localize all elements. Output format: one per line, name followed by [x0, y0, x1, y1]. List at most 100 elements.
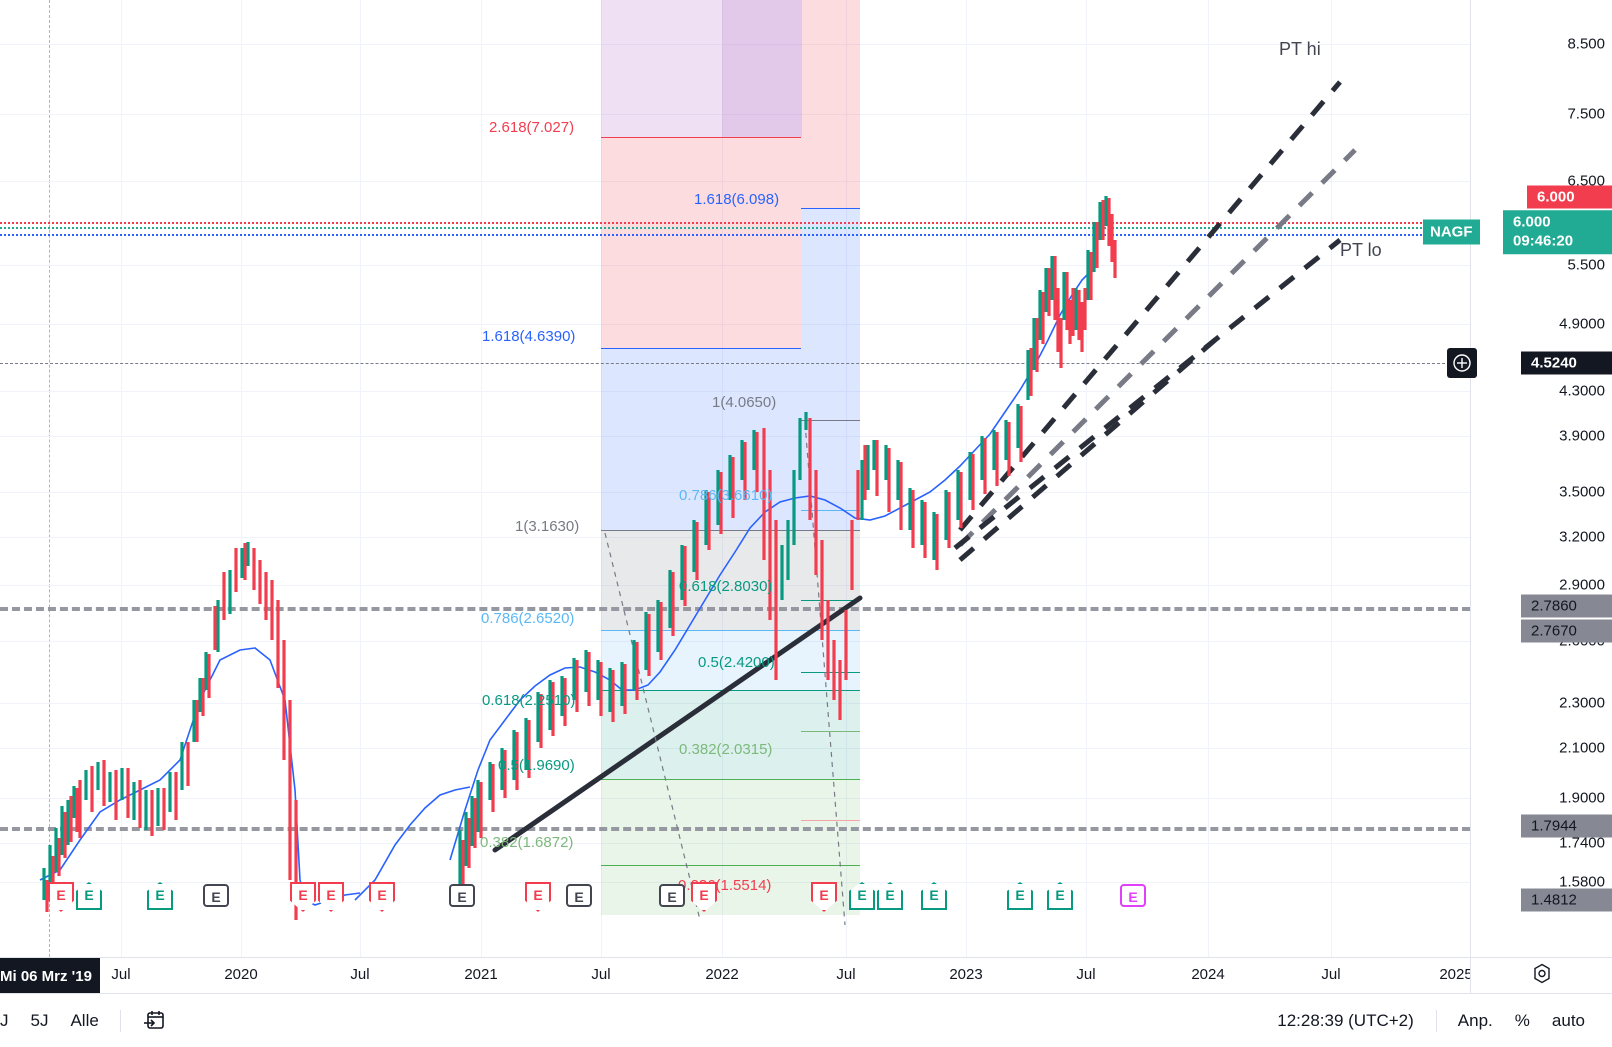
- range-all[interactable]: Alle: [70, 1010, 99, 1030]
- price-tick: 1.5800: [1559, 873, 1605, 891]
- earnings-flag[interactable]: E: [203, 884, 229, 914]
- earnings-flag[interactable]: E: [1047, 882, 1073, 912]
- earnings-flag[interactable]: E: [811, 882, 837, 912]
- gridline-v: [241, 0, 242, 957]
- adjust-button[interactable]: Anp.: [1457, 1010, 1493, 1030]
- axis-settings-corner[interactable]: [1470, 957, 1612, 994]
- gridline-h: [0, 44, 1470, 45]
- fib-line-1-40650: [801, 420, 860, 421]
- price-tick: 1.9000: [1559, 789, 1605, 807]
- symbol-badge: NAGF: [1423, 219, 1480, 245]
- gridline-v: [1208, 0, 1209, 957]
- earnings-flag[interactable]: E: [921, 882, 947, 912]
- candlestick-series: [42, 196, 1117, 920]
- toolbar-right-group[interactable]: 12:28:39 (UTC+2) Anp. % auto: [1265, 1005, 1612, 1037]
- pt-hi-label: PT hi: [1279, 39, 1321, 59]
- earnings-flag[interactable]: E: [566, 884, 592, 914]
- key-level-2786: [0, 607, 1470, 611]
- earnings-flag[interactable]: E: [525, 882, 551, 912]
- price-tick: 3.9000: [1559, 427, 1605, 445]
- time-tick: 2024: [1191, 966, 1225, 983]
- price-tick: 7.500: [1567, 105, 1605, 123]
- time-axis[interactable]: Jul 2020 Jul 2021 Jul 2022 Jul 2023 Jul …: [0, 957, 1473, 994]
- range-5y[interactable]: 5J: [30, 1010, 49, 1030]
- fib-zone-2618: [601, 0, 801, 137]
- time-tick: 2023: [949, 966, 983, 983]
- percent-button[interactable]: %: [1514, 1010, 1530, 1030]
- price-tick: 4.9000: [1559, 315, 1605, 333]
- fib-zone-red-strip: [801, 0, 860, 208]
- price-badge-last-red: 6.000: [1527, 185, 1612, 209]
- goto-date-button[interactable]: [131, 1002, 179, 1040]
- bottom-toolbar[interactable]: J 5J Alle 12:28:39 (UTC+2) Anp. % auto: [0, 993, 1612, 1047]
- fib-label: 1(4.0650): [712, 394, 777, 411]
- fib-label: 2.618(7.027): [489, 119, 575, 136]
- time-tick: 2020: [224, 966, 258, 983]
- fib-label: 0.382(1.6872): [480, 834, 574, 851]
- gridline-v: [481, 0, 482, 957]
- price-badge-level-2767: 2.7670: [1521, 619, 1612, 643]
- price-badge-time: 09:46:20: [1513, 232, 1574, 249]
- range-1y[interactable]: J: [0, 1010, 9, 1030]
- earnings-flag[interactable]: E: [76, 882, 102, 912]
- gridline-v: [121, 0, 122, 957]
- fib-line-0786-26520: [601, 630, 860, 631]
- time-tick: 2021: [464, 966, 498, 983]
- time-tick: Jul: [111, 966, 131, 983]
- price-badge-level-2786: 2.7860: [1521, 594, 1612, 618]
- earnings-flag[interactable]: E: [147, 882, 173, 912]
- earnings-flag[interactable]: E: [290, 882, 316, 912]
- fib-line-1618-6098: [801, 208, 860, 209]
- price-axis[interactable]: 8.500 7.500 6.500 5.500 4.9000 4.3000 3.…: [1423, 0, 1612, 957]
- time-tick: 2025: [1439, 966, 1473, 983]
- ma-line-blue: [39, 271, 1091, 906]
- earnings-flag[interactable]: E: [48, 882, 74, 912]
- crosshair-level-4524: [0, 363, 1470, 364]
- fib-line-0382-16872: [601, 865, 860, 866]
- gridline-v-dashed: [49, 0, 51, 957]
- calendar-arrow-icon: [143, 1010, 164, 1029]
- gridline-v: [360, 0, 361, 957]
- earnings-flag[interactable]: E: [369, 882, 395, 912]
- fib-line-1-31630: [601, 530, 860, 531]
- price-badge-crosshair: 4.5240: [1521, 351, 1612, 375]
- gridline-v: [1086, 0, 1087, 957]
- projection-pt-lo-2: [958, 338, 1217, 562]
- price-tick: 8.500: [1567, 35, 1605, 53]
- projection-mid: [958, 148, 1357, 547]
- time-tick: Jul: [1321, 966, 1341, 983]
- fib-line-0786-36610: [801, 510, 860, 511]
- fib-zone-2618-b: [722, 0, 802, 137]
- toolbar-divider-2: [1435, 1009, 1437, 1032]
- earnings-flag[interactable]: E: [449, 884, 475, 914]
- crosshair-add-button[interactable]: [1447, 348, 1477, 378]
- gear-icon[interactable]: [1530, 962, 1554, 986]
- fib-zone-teal: [601, 690, 860, 779]
- range-selector[interactable]: J 5J Alle: [0, 1002, 179, 1040]
- earnings-flag[interactable]: E: [1007, 882, 1033, 912]
- price-tick: 5.500: [1567, 256, 1605, 274]
- earnings-flag[interactable]: E: [691, 882, 717, 912]
- earnings-flag[interactable]: E: [659, 884, 685, 914]
- fib-label: 1.618(4.6390): [482, 328, 576, 345]
- gridline-h: [0, 114, 1470, 115]
- fib-label: 0.786(2.6520): [481, 610, 575, 627]
- price-tick: 3.5000: [1559, 483, 1605, 501]
- fib-zone-1618-red: [601, 137, 801, 348]
- price-badge-level-1794: 1.7944: [1521, 814, 1612, 838]
- fib-label: 1.618(6.098): [694, 191, 780, 208]
- fib-line-1618-4639: [601, 348, 801, 349]
- earnings-flag[interactable]: E: [849, 882, 875, 912]
- earnings-flag-magenta[interactable]: E: [1120, 884, 1146, 914]
- earnings-flag[interactable]: E: [318, 882, 344, 912]
- earnings-flag[interactable]: E: [877, 882, 903, 912]
- auto-scale-button[interactable]: auto: [1551, 1010, 1585, 1030]
- fib-line-0618-28030: [801, 600, 860, 601]
- chart-pane[interactable]: 2.618(7.027) 1.618(6.098) 1.618(4.6390) …: [0, 0, 1470, 957]
- time-cursor-label: Mi 06 Mrz '19: [0, 958, 100, 994]
- gridline-v: [966, 0, 967, 957]
- fib-label: 1(3.1630): [515, 518, 580, 535]
- price-line-blue: [0, 234, 1470, 236]
- fib-line-2618: [601, 137, 801, 138]
- fib-label: 0.5(2.4200): [698, 654, 775, 671]
